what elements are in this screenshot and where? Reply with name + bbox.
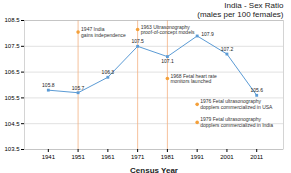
svg-text:105.8: 105.8 (42, 82, 55, 88)
svg-text:107.1: 107.1 (161, 58, 174, 64)
svg-text:1947 Indiagains independence: 1947 Indiagains independence (81, 26, 126, 38)
svg-text:1963 Ultrasonographyproof-of-c: 1963 Ultrasonographyproof-of-concept mod… (141, 24, 195, 36)
svg-text:107.5: 107.5 (131, 38, 144, 44)
svg-text:106.3: 106.3 (102, 69, 115, 75)
svg-text:105.7: 105.7 (72, 85, 85, 91)
svg-text:2001: 2001 (220, 154, 234, 160)
svg-text:1981: 1981 (161, 154, 175, 160)
svg-text:1941: 1941 (42, 154, 56, 160)
svg-text:1961: 1961 (101, 154, 115, 160)
svg-text:105.6: 105.6 (250, 87, 263, 93)
svg-text:1971: 1971 (131, 154, 145, 160)
svg-text:1951: 1951 (71, 154, 85, 160)
svg-text:107.9: 107.9 (201, 31, 214, 37)
svg-text:103.5: 103.5 (4, 146, 20, 152)
svg-text:1968 Fetal heart ratemonitors: 1968 Fetal heart ratemonitors launched (170, 73, 217, 85)
svg-text:1991: 1991 (190, 154, 204, 160)
svg-text:India - Sex Ratio(males per 10: India - Sex Ratio(males per 100 females) (197, 1, 284, 19)
svg-text:1979 Fetal ultrasonographydopp: 1979 Fetal ultrasonographydopplers comme… (200, 116, 273, 128)
svg-text:107.2: 107.2 (221, 46, 234, 52)
svg-text:106.5: 106.5 (4, 69, 20, 75)
svg-text:2011: 2011 (250, 154, 264, 160)
svg-text:107.5: 107.5 (4, 43, 20, 49)
svg-text:1976 Fetal ultrasonographydopp: 1976 Fetal ultrasonographydopplers comme… (200, 98, 273, 110)
svg-text:104.5: 104.5 (4, 121, 20, 127)
svg-text:108.5: 108.5 (4, 17, 20, 23)
svg-text:105.5: 105.5 (4, 95, 20, 101)
svg-text:Census Year: Census Year (130, 166, 178, 173)
